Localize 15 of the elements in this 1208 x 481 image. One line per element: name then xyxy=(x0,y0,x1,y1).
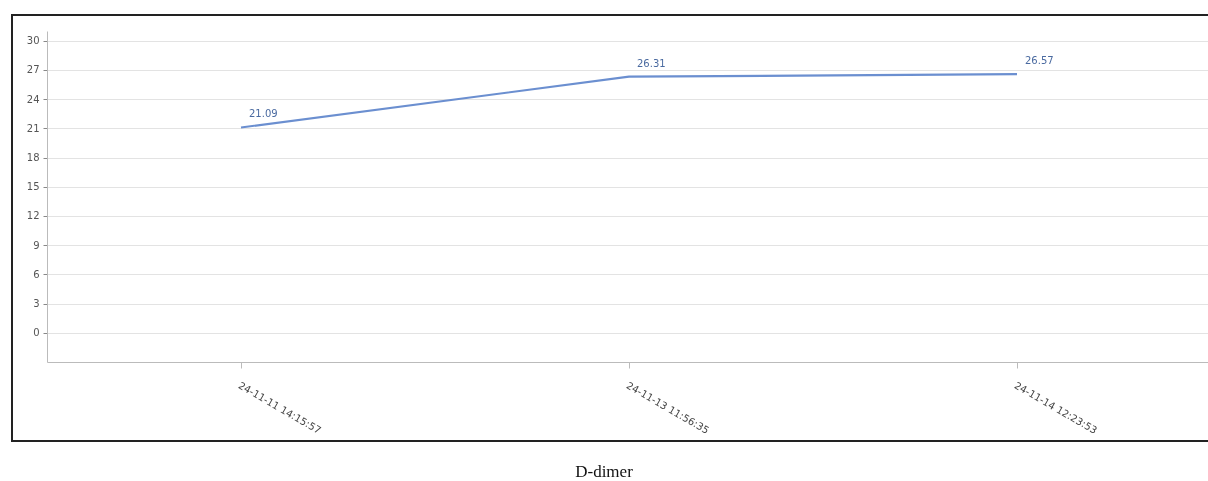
y-tick-label: 12 xyxy=(26,210,40,222)
data-label: 26.31 xyxy=(637,57,666,69)
y-tick-label: 24 xyxy=(26,93,40,105)
y-tick-label: 9 xyxy=(33,239,40,251)
y-tick-label: 21 xyxy=(26,122,40,134)
y-tick-label: 30 xyxy=(26,35,40,47)
data-label: 21.09 xyxy=(249,108,278,120)
data-label: 26.57 xyxy=(1025,55,1054,67)
y-tick-label: 15 xyxy=(26,181,40,193)
y-tick-label: 18 xyxy=(26,152,40,164)
y-tick-label: 0 xyxy=(33,327,40,339)
text: D-dimer xyxy=(574,462,634,481)
y-tick-label: 6 xyxy=(33,268,40,280)
y-tick-label: 3 xyxy=(33,298,40,310)
y-tick-label: 27 xyxy=(26,64,40,76)
